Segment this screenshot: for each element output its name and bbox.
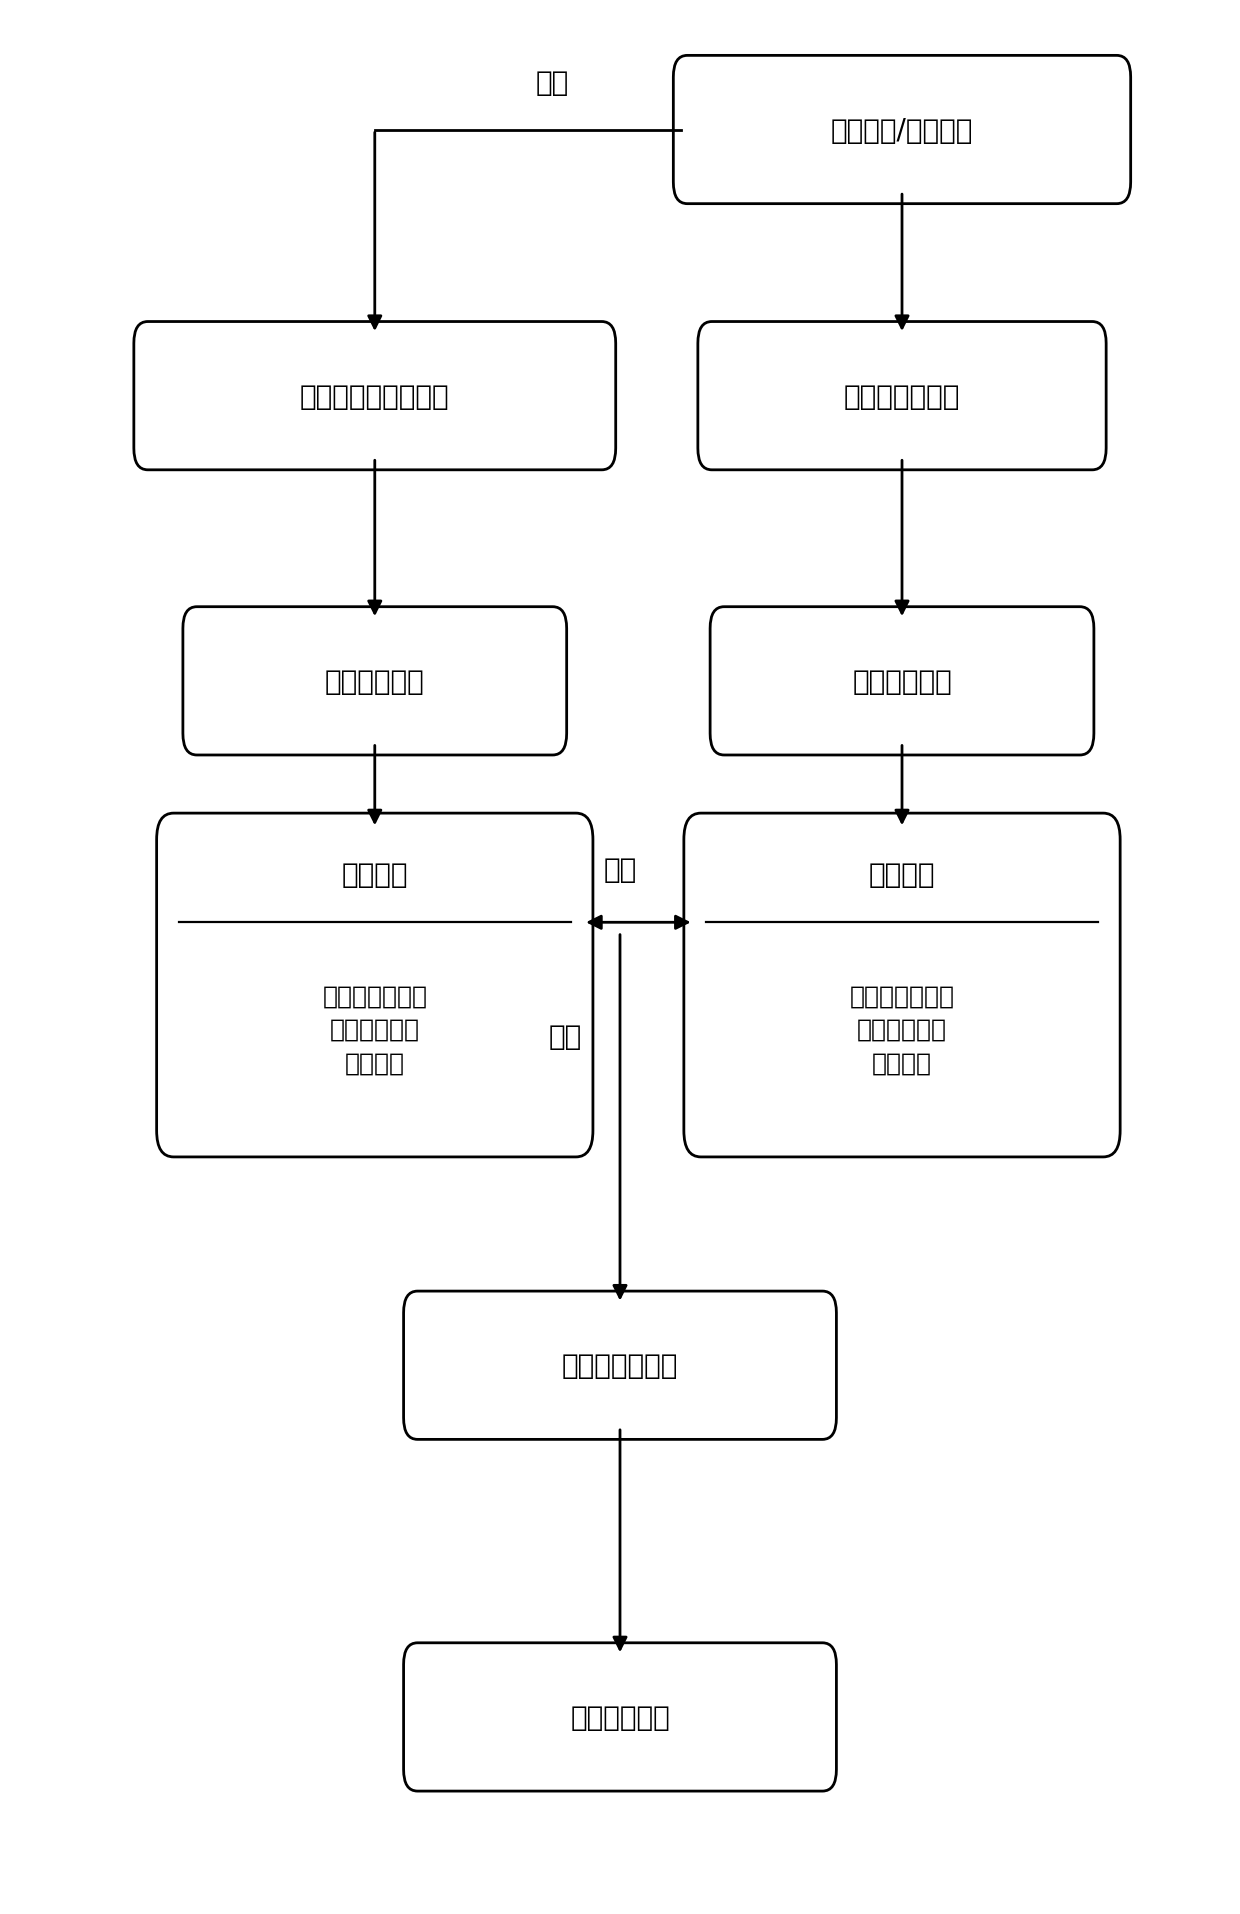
Text: 实测数据: 实测数据 xyxy=(869,859,935,888)
Text: 剩余寿命预测: 剩余寿命预测 xyxy=(570,1703,670,1730)
Text: 涡轮盘数字孭生模型: 涡轮盘数字孭生模型 xyxy=(300,383,450,410)
FancyBboxPatch shape xyxy=(683,813,1120,1158)
Text: 仿真振动信号: 仿真振动信号 xyxy=(325,668,424,695)
FancyBboxPatch shape xyxy=(156,813,593,1158)
Text: 比对: 比对 xyxy=(604,856,636,884)
FancyBboxPatch shape xyxy=(698,322,1106,471)
FancyBboxPatch shape xyxy=(134,322,616,471)
FancyBboxPatch shape xyxy=(403,1642,837,1792)
FancyBboxPatch shape xyxy=(403,1292,837,1439)
Text: 涡轮盘损伤模型: 涡轮盘损伤模型 xyxy=(562,1351,678,1380)
Text: 仿真数据: 仿真数据 xyxy=(341,859,408,888)
Text: 实测振动信号: 实测振动信号 xyxy=(852,668,952,695)
Text: 更新: 更新 xyxy=(536,69,569,98)
Text: 涡轮盘径向位移
叶片径向位移
叶片间距: 涡轮盘径向位移 叶片径向位移 叶片间距 xyxy=(322,984,428,1076)
FancyBboxPatch shape xyxy=(711,607,1094,756)
FancyBboxPatch shape xyxy=(673,56,1131,205)
Text: 更新: 更新 xyxy=(548,1022,582,1051)
Text: 实测工况/环境参数: 实测工况/环境参数 xyxy=(831,117,973,144)
FancyBboxPatch shape xyxy=(182,607,567,756)
Text: 涡轮盘径向位移
叶片径向位移
叶片间距: 涡轮盘径向位移 叶片径向位移 叶片间距 xyxy=(849,984,955,1076)
Text: 涡轮盘物理实体: 涡轮盘物理实体 xyxy=(843,383,960,410)
